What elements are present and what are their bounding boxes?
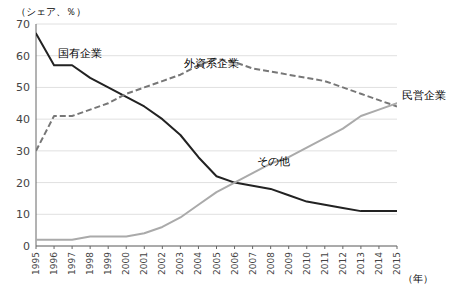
chart: 0 10 20 30 40 50 60 70 1995 1996 1997 1998 1999 2000 2…	[0, 0, 459, 290]
y-tick-label: 70	[16, 18, 30, 31]
y-tick-label: 40	[16, 113, 30, 126]
x-tick-label: 1995	[31, 252, 41, 275]
x-tick-label: 2011	[320, 252, 330, 275]
x-tick-label: 2004	[193, 252, 203, 275]
x-tick-label: 2000	[121, 252, 131, 275]
x-tick	[180, 246, 181, 249]
x-tick	[108, 246, 109, 249]
y-tick-label: 50	[16, 81, 30, 94]
x-tick	[126, 246, 127, 249]
x-tick	[360, 246, 361, 249]
x-tick	[162, 246, 163, 249]
x-tick-label: 2013	[356, 252, 366, 275]
x-tick-label: 1996	[49, 252, 59, 275]
x-tick-label: 1997	[67, 252, 77, 275]
x-tick	[90, 246, 91, 249]
x-tick	[36, 246, 37, 249]
x-tick	[342, 246, 343, 249]
x-tick	[378, 246, 379, 249]
x-tick-label: 2006	[230, 252, 240, 275]
x-tick	[72, 246, 73, 249]
x-tick	[198, 246, 199, 249]
grid-line	[36, 24, 397, 25]
x-tick-label: 2009	[284, 252, 294, 275]
x-tick-label: 2010	[302, 252, 312, 275]
x-tick-label: 2015	[392, 252, 402, 275]
x-tick-label: 2012	[338, 252, 348, 275]
grid-line	[36, 150, 397, 151]
x-tick	[234, 246, 235, 249]
x-tick-label: 1999	[103, 252, 113, 275]
y-tick-label: 10	[16, 208, 30, 221]
y-tick-label: 20	[16, 177, 30, 190]
x-tick	[216, 246, 217, 249]
x-tick-label: 2003	[175, 252, 185, 275]
x-axis-label: （年）	[403, 273, 433, 284]
y-tick-label: 0	[23, 240, 30, 253]
x-tick-label: 1998	[85, 252, 95, 275]
x-tick-label: 2005	[212, 252, 222, 275]
y-axis	[36, 24, 37, 246]
grid-line	[36, 182, 397, 183]
series-line	[36, 103, 397, 239]
x-tick	[306, 246, 307, 249]
y-tick-label: 60	[16, 50, 30, 63]
grid-line	[36, 119, 397, 120]
series-line	[36, 59, 397, 151]
x-tick-label: 2002	[157, 252, 167, 275]
x-tick-label: 2014	[374, 252, 384, 275]
series-label: 外資系企業	[184, 57, 239, 70]
x-tick	[324, 246, 325, 249]
series-label: その他	[257, 155, 290, 168]
x-tick-label: 2001	[139, 252, 149, 275]
grid	[36, 24, 397, 246]
x-tick	[397, 246, 398, 249]
y-axis-label: （シェア、％）	[16, 6, 86, 17]
annotation: 民営企業	[402, 89, 446, 102]
x-tick	[144, 246, 145, 249]
lines	[36, 34, 397, 240]
x-tick	[288, 246, 289, 249]
x-tick	[54, 246, 55, 249]
series-label: 国有企業	[58, 47, 102, 60]
series-line	[36, 34, 397, 212]
x-tick	[252, 246, 253, 249]
x-tick-label: 2008	[266, 252, 276, 275]
y-tick-label: 30	[16, 145, 30, 158]
x-tick	[270, 246, 271, 249]
x-tick-label: 2007	[248, 252, 258, 275]
grid-line	[36, 214, 397, 215]
